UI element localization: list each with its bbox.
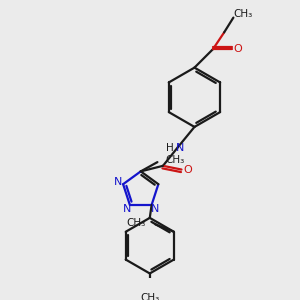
Text: CH₃: CH₃ bbox=[166, 155, 185, 165]
Text: O: O bbox=[184, 164, 192, 175]
Text: N: N bbox=[122, 204, 131, 214]
Text: H: H bbox=[166, 143, 174, 153]
Text: CH₃: CH₃ bbox=[127, 218, 146, 227]
Text: N: N bbox=[176, 143, 184, 153]
Text: N: N bbox=[151, 204, 159, 214]
Text: N: N bbox=[114, 178, 122, 188]
Text: CH₃: CH₃ bbox=[233, 9, 252, 19]
Text: CH₃: CH₃ bbox=[140, 293, 159, 300]
Text: O: O bbox=[234, 44, 242, 54]
